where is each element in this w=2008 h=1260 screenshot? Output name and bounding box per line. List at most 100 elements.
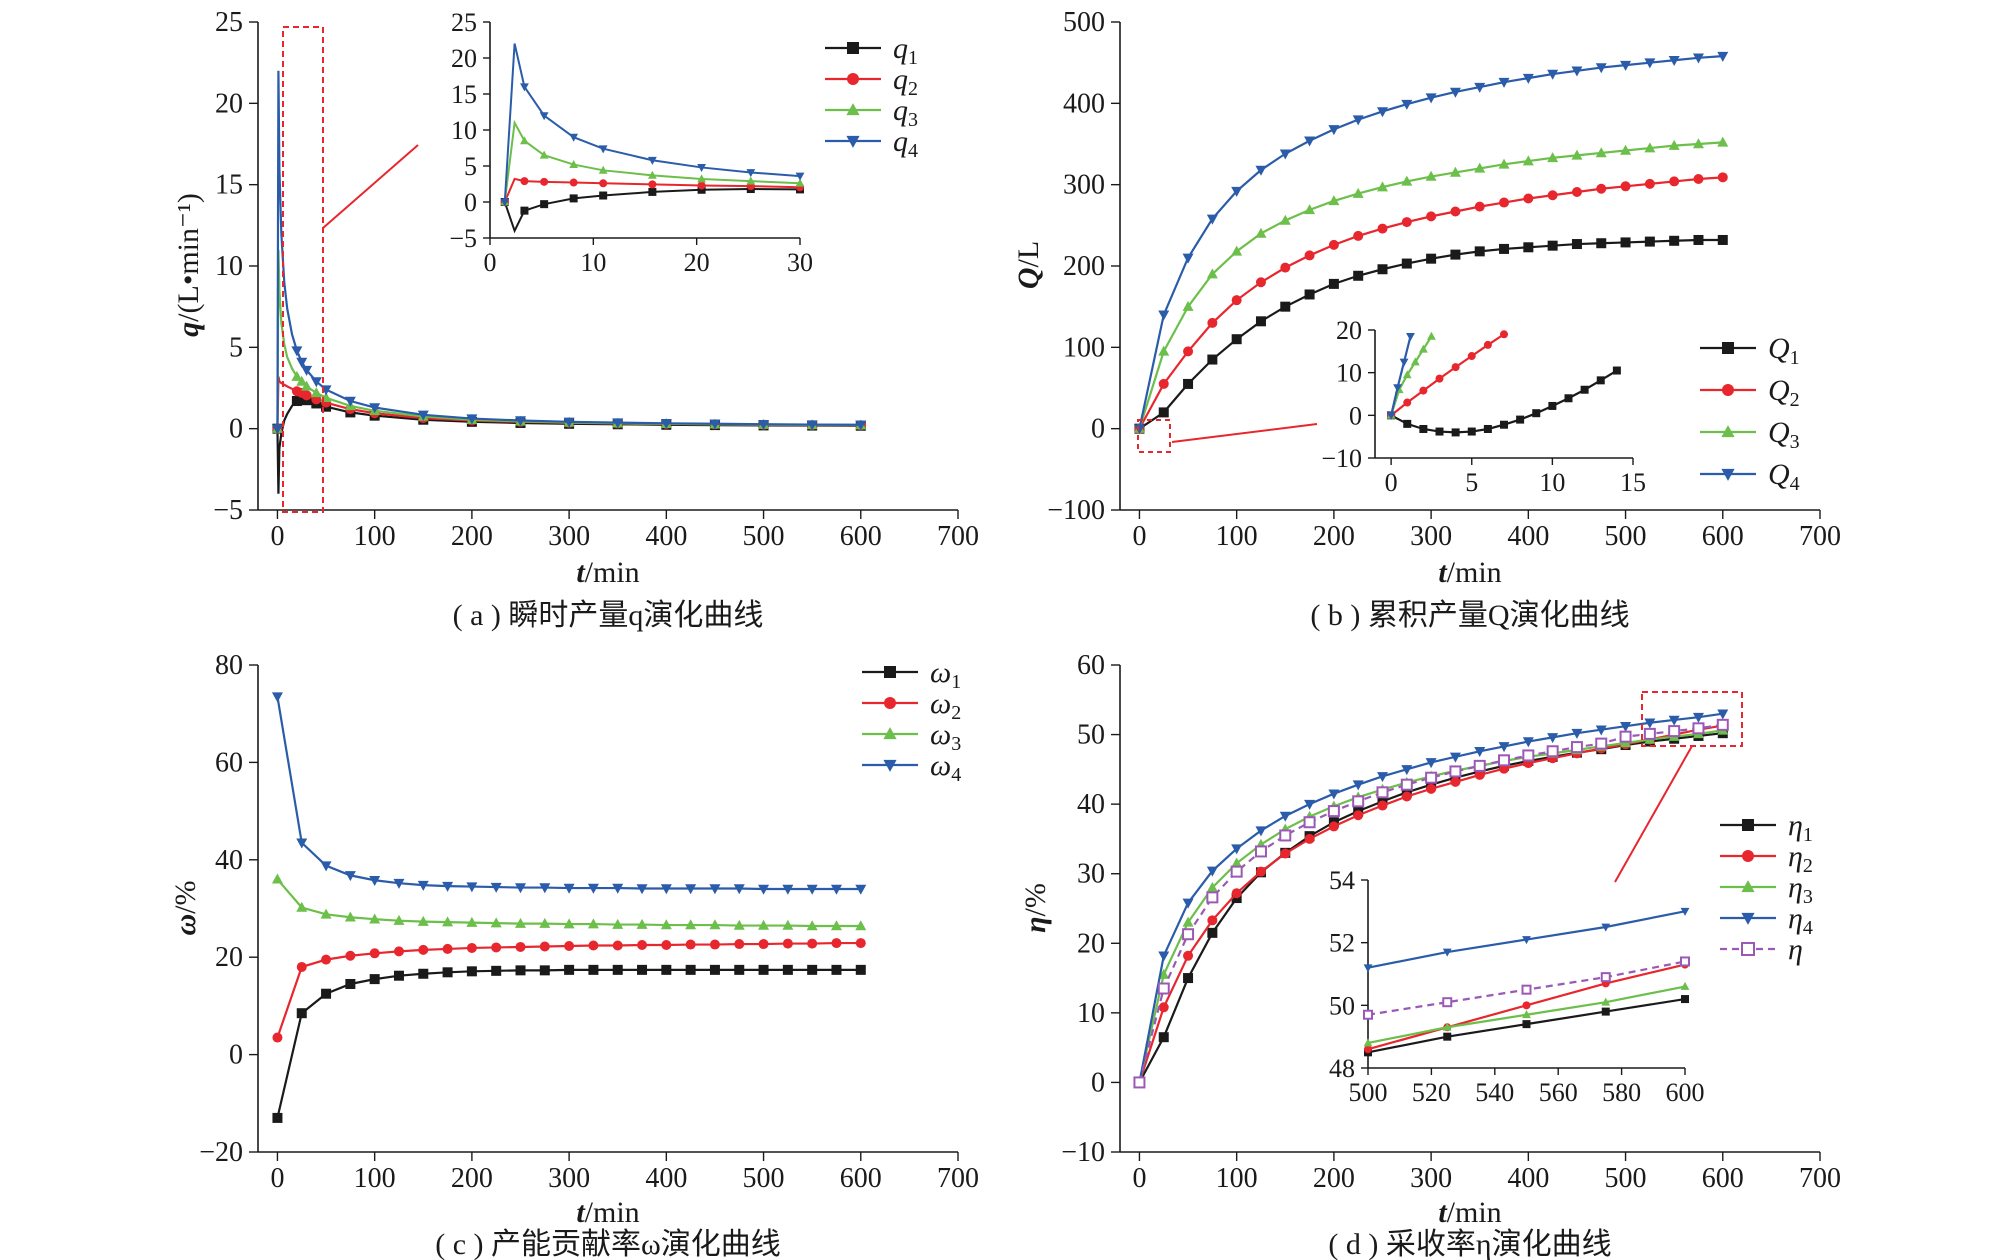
c-y-tick-label: −20	[199, 1137, 243, 1168]
c-series-4-point	[369, 876, 381, 887]
a-inset-series-2-point	[599, 179, 608, 188]
d-series-4-point	[1620, 721, 1632, 732]
a-series-4-point	[310, 377, 322, 388]
d-x-tick-label: 400	[1507, 1163, 1549, 1194]
c-series-4-point	[271, 692, 283, 703]
c-series-3-point	[636, 918, 648, 929]
c-series-3-point	[515, 917, 526, 928]
c-legend-label: ω4	[930, 749, 961, 786]
a-inset-series-3-point	[539, 150, 549, 159]
b-y-tick-label: 100	[1063, 332, 1105, 363]
d-series-4-point	[1206, 866, 1218, 877]
b-inset-series-1-point	[1403, 419, 1412, 428]
a-inset-series-2-point	[540, 177, 549, 186]
c-series-4-point	[612, 883, 624, 894]
c-series-3-point	[782, 919, 794, 930]
a-inset-y-tick-label: 0	[464, 188, 477, 217]
a-inset-y-tick-label: −5	[449, 224, 477, 253]
a-inset-series-3-point	[598, 165, 608, 174]
d-y-tick-label: 0	[1091, 1067, 1105, 1098]
b-series-1-point	[1231, 334, 1242, 345]
b-zoom-highlight	[1137, 419, 1171, 453]
b-series-1-point	[1353, 270, 1364, 281]
d-y-tick-label: 30	[1077, 859, 1105, 890]
b-inset-series-1-point	[1483, 424, 1492, 433]
d-inset-series-5-point	[1521, 984, 1532, 995]
b-series-4-point	[1304, 136, 1316, 147]
a-series-4-point	[296, 357, 308, 368]
d-series-5-point	[1595, 737, 1608, 750]
a-y-tick-label: 0	[229, 414, 243, 445]
c-series-3-point	[296, 901, 308, 912]
d-series-4-point	[1158, 951, 1170, 962]
d-series-4-point	[1522, 737, 1534, 748]
c-legend-label: ω3	[930, 718, 961, 755]
a-x-tick-label: 700	[937, 521, 979, 552]
b-series-1-point	[1207, 354, 1218, 365]
d-series-2-point	[1353, 810, 1364, 821]
b-legend-label: Q3	[1768, 416, 1800, 453]
b-series-1-point	[1255, 316, 1266, 327]
b-series-4-point	[1547, 69, 1559, 80]
c-series-2-point	[758, 939, 769, 950]
c-series-2-point	[564, 940, 575, 951]
b-series-2-point	[1207, 317, 1218, 328]
b-series-2-point	[1183, 346, 1194, 357]
c-legend-marker	[883, 727, 897, 740]
b-legend-marker	[1721, 468, 1735, 481]
c-series-2-point	[369, 948, 380, 959]
c-ylabel: ω/%	[169, 880, 202, 935]
d-x-tick-label: 200	[1313, 1163, 1355, 1194]
a-inset-series-3-line	[503, 119, 801, 203]
c-series-1-point	[734, 964, 745, 975]
b-y-tick-label: 0	[1091, 414, 1105, 445]
a-inset-series-1-point	[569, 194, 578, 203]
b-series-4-point	[1182, 253, 1194, 264]
d-y-tick-label: −10	[1061, 1137, 1105, 1168]
b-series-4-point	[1328, 125, 1340, 136]
d-series-5-point	[1352, 795, 1365, 808]
c-series-3-point	[490, 917, 502, 928]
c-series-4-point	[344, 871, 356, 882]
d-series-2-point	[1183, 950, 1194, 961]
b-legend-label: Q2	[1768, 374, 1800, 411]
a-legend-marker	[846, 103, 860, 116]
c-series-4-point	[855, 884, 867, 895]
b-series-4-point	[1206, 214, 1218, 225]
b-series-4-point	[1133, 424, 1145, 435]
d-series-4-point	[1547, 733, 1559, 744]
d-series-1-point	[1207, 927, 1218, 938]
d-legend-label: η4	[1788, 902, 1813, 939]
d-y-tick-label: 10	[1077, 998, 1105, 1029]
d-series-2-point	[1401, 791, 1412, 802]
a-inset-series-2-line	[503, 177, 801, 203]
c-series-1-point	[491, 965, 502, 976]
d-series-2-point	[1231, 888, 1242, 899]
b-x-tick-label: 600	[1702, 521, 1744, 552]
c-series-4-point	[320, 861, 332, 872]
c-series-4-line	[276, 696, 861, 891]
c-series-2-point	[661, 940, 672, 951]
c-series-2-point	[588, 940, 599, 951]
d-series-4-point	[1255, 826, 1267, 837]
c-series-1-point	[393, 970, 404, 981]
d-inset-series-5-point	[1600, 972, 1611, 983]
b-inset-series-4-point	[1393, 384, 1402, 393]
d-inset-series-4-point	[1522, 936, 1531, 945]
d-series-2-point	[1158, 1002, 1169, 1013]
c-series-1-point	[758, 964, 769, 975]
a-inset-series-1-point	[697, 185, 706, 194]
b-xlabel: t/min	[1438, 556, 1501, 589]
a-inset-series-4-point	[520, 83, 529, 92]
b-series-1-point	[1523, 242, 1534, 253]
a-x-tick-label: 300	[548, 521, 590, 552]
d-inset-y-tick-label: 50	[1329, 991, 1355, 1020]
c-legend-label: ω1	[930, 656, 961, 693]
a-inset-series-2-point	[697, 181, 706, 190]
a-inset-y-tick-label: 15	[451, 80, 477, 109]
c-x-tick-label: 200	[451, 1163, 493, 1194]
c-series-4-point	[490, 882, 502, 893]
a-series-4-point	[515, 416, 526, 427]
a-inset-series-3-point	[746, 176, 756, 185]
